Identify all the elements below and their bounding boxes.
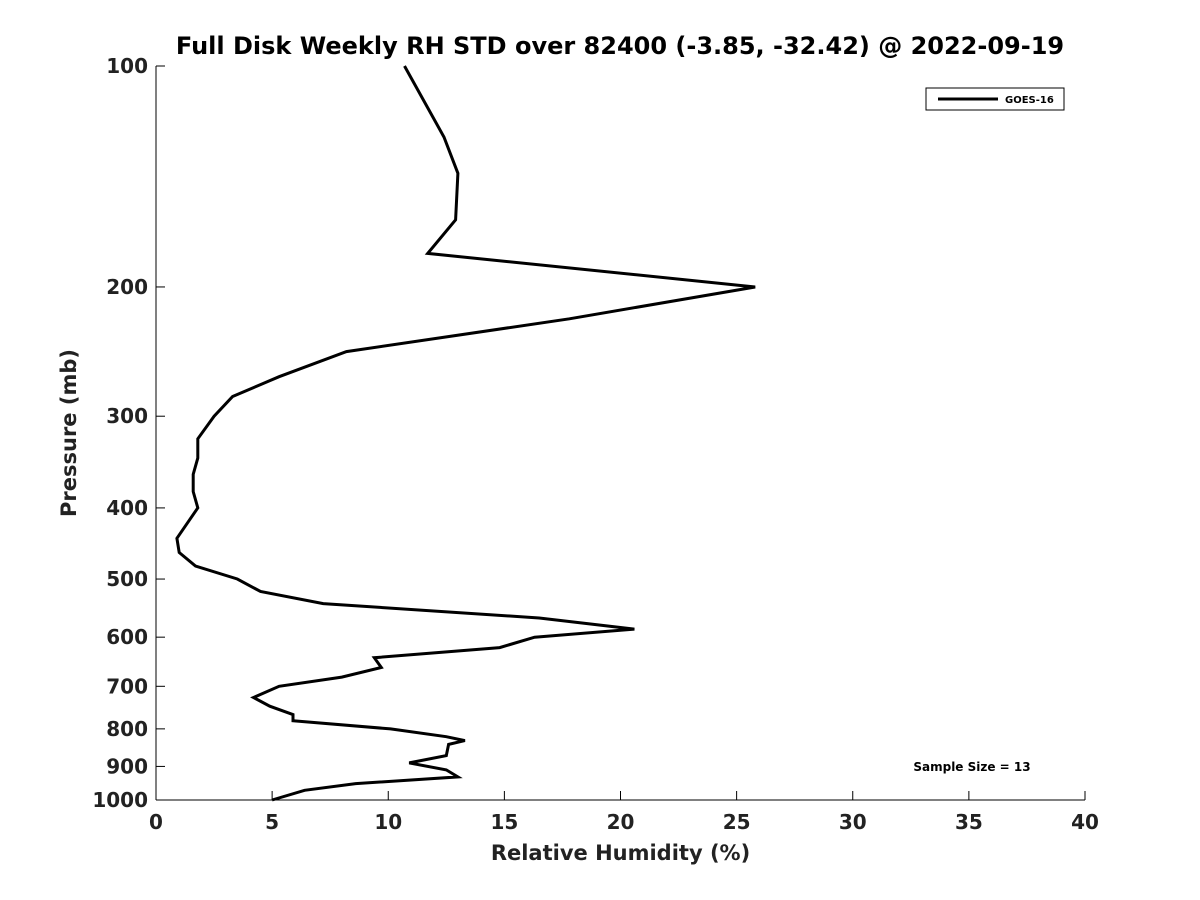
sample-size-annotation: Sample Size = 13 <box>913 760 1030 774</box>
x-tick-label: 30 <box>839 810 867 834</box>
plot-axes <box>155 66 1085 801</box>
x-axis-label: Relative Humidity (%) <box>491 841 750 865</box>
x-tick-label: 0 <box>149 810 163 834</box>
y-axis-ticks: 100 200 300 400 500 600 700 800 900 1000 <box>92 54 165 812</box>
y-tick-label: 900 <box>106 754 148 778</box>
y-tick-label: 200 <box>106 275 148 299</box>
y-tick-label: 100 <box>106 54 148 78</box>
x-tick-label: 25 <box>723 810 751 834</box>
y-tick-label: 700 <box>106 674 148 698</box>
legend: GOES-16 <box>925 87 1065 111</box>
x-tick-label: 10 <box>374 810 402 834</box>
x-tick-label: 20 <box>607 810 635 834</box>
y-tick-label: 500 <box>106 567 148 591</box>
y-tick-label: 400 <box>106 496 148 520</box>
legend-entry-label: GOES-16 <box>1005 95 1054 106</box>
series-layer <box>175 65 756 802</box>
y-tick-label: 1000 <box>92 788 148 812</box>
y-tick-label: 300 <box>106 404 148 428</box>
y-tick-label: 800 <box>106 717 148 741</box>
x-tick-label: 40 <box>1071 810 1099 834</box>
y-axis-label: Pressure (mb) <box>57 349 81 517</box>
series-line-goes-16 <box>175 65 756 802</box>
y-tick-label: 600 <box>106 625 148 649</box>
x-tick-label: 15 <box>490 810 518 834</box>
x-tick-label: 35 <box>955 810 983 834</box>
x-axis-ticks: 0 5 10 15 20 25 30 35 40 <box>149 791 1099 834</box>
chart-title: Full Disk Weekly RH STD over 82400 (-3.8… <box>176 32 1064 60</box>
x-tick-label: 5 <box>265 810 279 834</box>
